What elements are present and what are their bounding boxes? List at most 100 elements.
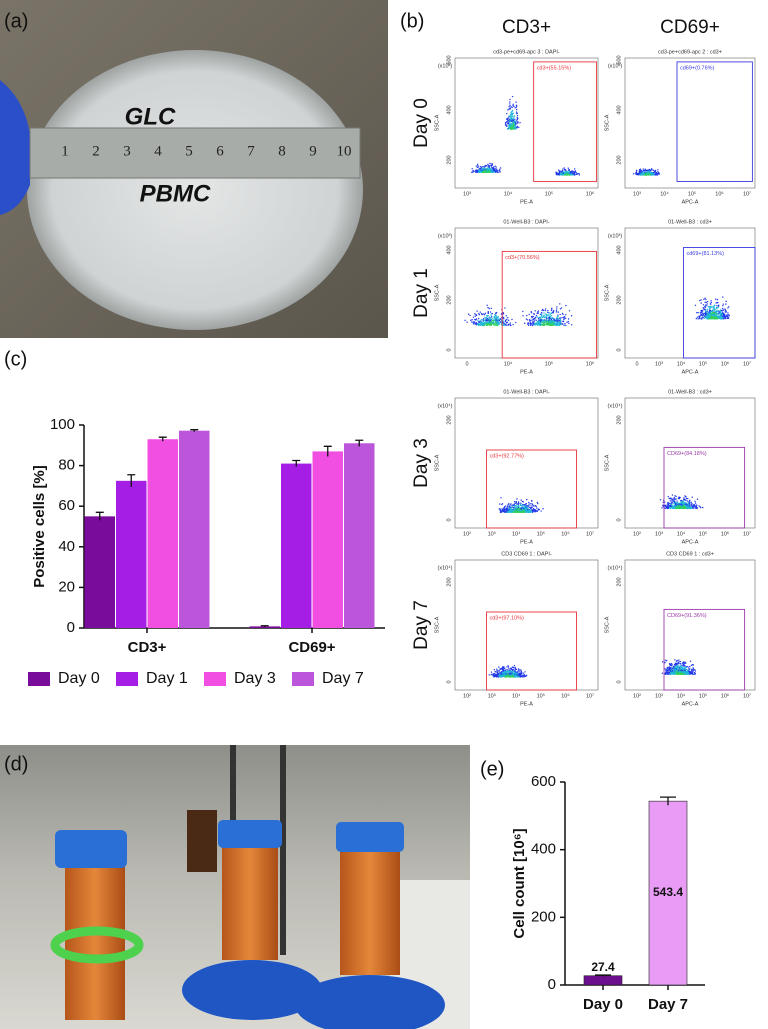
dot — [485, 165, 487, 167]
x-tick-label: 10⁴ — [512, 692, 521, 699]
dot — [547, 309, 549, 312]
dot — [562, 168, 564, 170]
dot — [502, 672, 504, 674]
dot — [562, 313, 564, 316]
dot — [685, 499, 687, 502]
dot — [721, 313, 724, 316]
dot — [515, 321, 517, 324]
dot — [717, 306, 719, 309]
y-scale: (x10³) — [608, 63, 623, 69]
dot — [515, 101, 517, 103]
dot — [483, 314, 486, 316]
dot — [565, 324, 567, 327]
dot — [549, 313, 551, 316]
dot — [683, 501, 685, 503]
ruler-number: 3 — [123, 143, 131, 159]
dot — [521, 674, 524, 676]
dot — [493, 168, 496, 171]
dot — [661, 661, 664, 663]
dot — [704, 315, 706, 317]
dot — [514, 671, 516, 674]
dot — [689, 665, 691, 668]
x-tick-label: 10⁶ — [586, 360, 594, 367]
dot — [641, 173, 643, 175]
dot — [654, 169, 657, 172]
dot — [531, 324, 534, 327]
dot — [722, 309, 725, 311]
dot — [545, 315, 547, 318]
dot — [516, 126, 519, 128]
dot — [530, 315, 533, 318]
dot — [530, 324, 532, 327]
dot — [511, 114, 514, 116]
dot — [502, 324, 504, 326]
dot — [544, 309, 547, 312]
dot — [715, 298, 717, 300]
dot — [534, 508, 536, 511]
dot — [691, 669, 693, 672]
dot — [483, 166, 485, 168]
dot — [495, 166, 497, 168]
dot — [478, 321, 481, 323]
dot — [498, 320, 501, 322]
dot — [532, 508, 535, 510]
dot — [515, 671, 517, 674]
dot — [705, 298, 707, 301]
dot — [532, 505, 534, 507]
dot — [509, 670, 511, 673]
flow-plot: cd69+(81.13%)01-Well-B3 : cd3+(x10³)SSC-… — [604, 219, 756, 375]
dot — [558, 317, 561, 319]
dot — [552, 321, 554, 324]
dot — [699, 299, 701, 302]
dot — [529, 503, 531, 505]
dot — [685, 666, 688, 668]
dot — [554, 323, 556, 326]
dot — [490, 673, 492, 676]
x-tick-label: 10⁵ — [537, 530, 545, 537]
dot — [541, 309, 543, 312]
x-tick-label: 10⁵ — [545, 360, 553, 367]
dot — [654, 174, 656, 176]
dot — [680, 504, 683, 506]
dot — [516, 116, 518, 119]
dot — [543, 312, 545, 314]
x-tick-label: 10² — [633, 531, 641, 537]
dot — [477, 317, 480, 320]
dot — [677, 673, 679, 675]
dot — [666, 507, 668, 509]
dot — [529, 323, 531, 325]
x-tick-label: 10⁶ — [715, 190, 723, 197]
dot — [489, 162, 491, 165]
dot — [686, 500, 689, 502]
dot — [559, 313, 561, 316]
plot-frame — [624, 559, 756, 691]
bottle — [187, 810, 217, 872]
dot — [680, 669, 683, 671]
dot — [520, 511, 523, 513]
dot — [496, 322, 499, 325]
dot — [683, 661, 685, 663]
dot — [700, 302, 702, 304]
dot — [726, 314, 728, 316]
dot — [683, 497, 685, 499]
x-label: APC-A — [682, 199, 699, 205]
dot — [515, 111, 518, 113]
dot — [490, 163, 492, 165]
dot — [725, 303, 727, 305]
dot — [479, 167, 481, 170]
dot — [487, 169, 489, 171]
dot — [507, 510, 510, 513]
dot — [569, 171, 572, 173]
flow-plot: cd3+(55.15%)cd3-pe+cd69-apc 3 : DAPI-(x1… — [434, 49, 599, 205]
dot — [533, 313, 536, 315]
dot — [502, 322, 504, 324]
dot — [679, 660, 682, 663]
dot — [502, 508, 504, 511]
dot — [508, 118, 511, 120]
dot — [648, 168, 650, 171]
dot — [691, 668, 693, 671]
x-tick-label: 10⁷ — [586, 530, 594, 537]
handwriting: GLC — [125, 103, 176, 130]
dot — [489, 324, 491, 326]
dot — [470, 319, 472, 322]
